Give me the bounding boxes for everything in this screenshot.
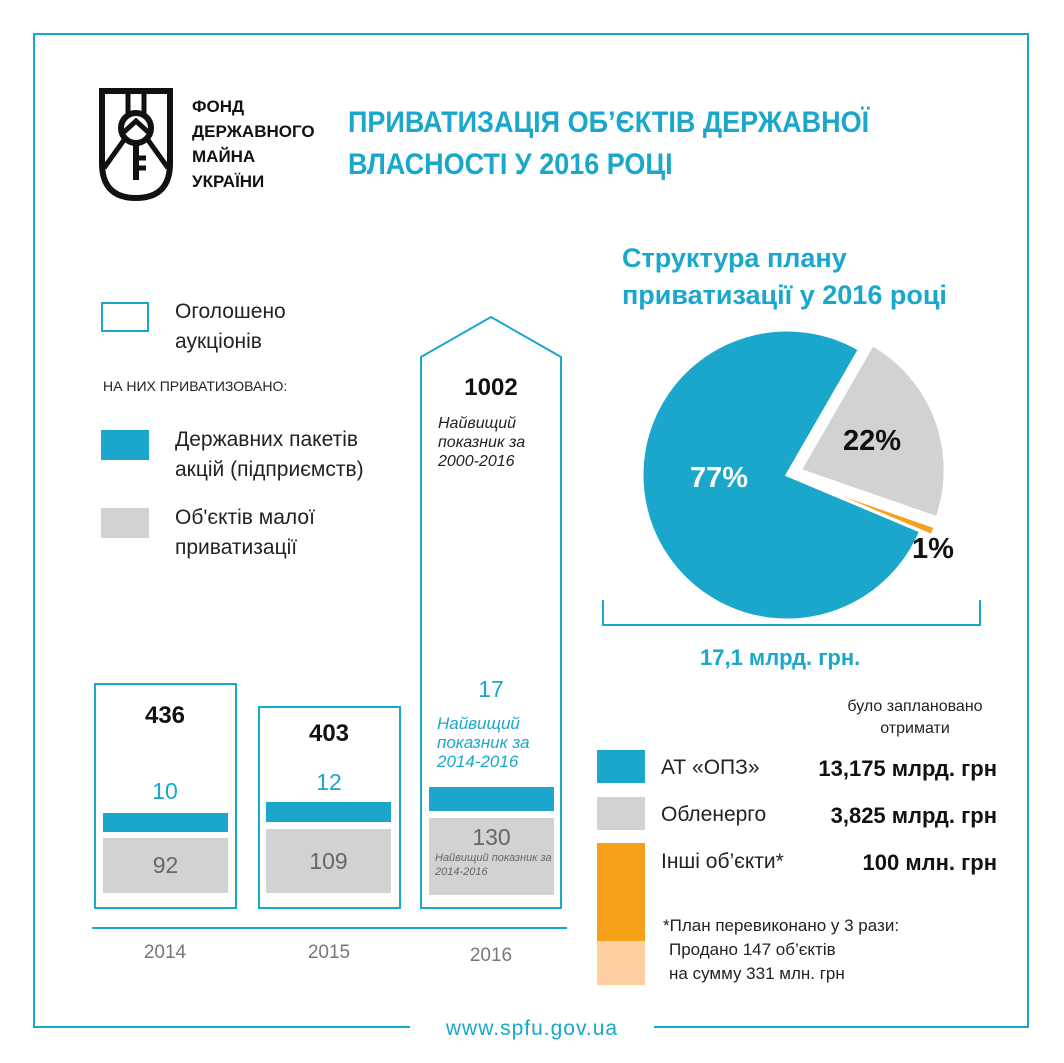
value-2015-announced: 403 xyxy=(308,720,350,747)
bar-2016-announced xyxy=(420,315,562,909)
pie-total: 17,1 млрд. грн. xyxy=(700,645,861,670)
footnote-line: *План перевиконано у 3 рази: xyxy=(663,916,900,935)
plan-value: 13,175 млрд. грн xyxy=(818,756,997,781)
logo-line: МАЙНА xyxy=(192,147,256,166)
note-2016-announced: Найвищий показник за 2000-2016 xyxy=(438,415,526,470)
baseline xyxy=(92,927,567,929)
logo-line: ФОНД xyxy=(192,97,245,116)
legend-subheading: НА НИХ ПРИВАТИЗОВАНО: xyxy=(103,378,288,394)
value-2014-shares: 10 xyxy=(152,778,178,804)
pie-label-77: 77% xyxy=(690,462,749,494)
pie-label-22: 22% xyxy=(843,425,902,457)
logo-line: УКРАЇНИ xyxy=(192,172,265,191)
value-2014-announced: 436 xyxy=(144,702,186,729)
plan-footnote: *План перевиконано у 3 рази: Продано 147… xyxy=(663,914,899,986)
year-label: 2015 xyxy=(307,942,351,963)
plan-swatch-other-excess xyxy=(597,941,645,985)
value-2016-shares: 17 xyxy=(478,676,504,702)
pie-chart xyxy=(640,328,947,620)
plan-label: АТ «ОПЗ» xyxy=(661,756,760,779)
plan-heading: було заплановано отримати xyxy=(847,698,983,737)
plan-swatch-oblenergo xyxy=(597,797,645,830)
plan-value: 3,825 млрд. грн xyxy=(830,803,997,828)
total-bracket xyxy=(602,600,981,626)
bar-2015-announced xyxy=(258,706,401,909)
note-2016-small: Найвищий показник за 2014-2016 xyxy=(435,852,552,878)
value-2015-shares: 12 xyxy=(316,769,342,795)
year-label: 2016 xyxy=(469,945,513,966)
year-label: 2014 xyxy=(143,942,187,963)
plan-label: Обленерго xyxy=(661,803,767,826)
legend-announced: Оголошено аукціонів xyxy=(175,300,286,353)
plan-swatch-other xyxy=(597,843,645,941)
footnote-line: на сумму 331 млн. грн xyxy=(669,964,845,983)
plan-value: 100 млн. грн xyxy=(862,850,997,875)
bar-2016-small: 130 Найвищий показник за 2014-2016 xyxy=(429,818,554,895)
bar-2014-shares xyxy=(103,813,228,832)
website-link[interactable]: www.spfu.gov.ua xyxy=(410,1014,654,1044)
bar-2015-shares xyxy=(266,802,391,822)
bar-2016-shares xyxy=(429,787,554,811)
legend-swatch-small xyxy=(101,508,149,538)
legend-swatch-announced xyxy=(101,302,149,332)
pie-title: Структура плану приватизації у 2016 році xyxy=(622,243,947,310)
plan-label: Інші об’єкти* xyxy=(661,850,784,873)
pie-slice-22 xyxy=(797,342,947,520)
value-2016-announced: 1002 xyxy=(464,374,518,401)
footnote-line: Продано 147 об’єктів xyxy=(669,940,836,959)
legend-shares: Державних пакетів акцій (підприємств) xyxy=(175,428,364,481)
plan-swatch-opz xyxy=(597,750,645,783)
page-title: ПРИВАТИЗАЦІЯ ОБ’ЄКТІВ ДЕРЖАВНОЇ ВЛАСНОСТ… xyxy=(348,106,870,181)
legend-swatch-shares xyxy=(101,430,149,460)
bar-2014-small: 92 xyxy=(103,838,228,893)
bar-2014-announced xyxy=(94,683,237,909)
note-2016-shares: Найвищий показник за 2014-2016 xyxy=(437,714,530,771)
value-2016-small: 130 xyxy=(472,824,511,850)
bar-2015-small: 109 xyxy=(266,829,391,893)
key-shield-logo xyxy=(99,88,173,202)
pie-slice-77 xyxy=(640,328,923,620)
logo-line: ДЕРЖАВНОГО xyxy=(192,122,315,141)
legend-small: Об'єктів малої приватизації xyxy=(175,506,315,559)
pie-label-1: 1% xyxy=(912,533,954,565)
logo-text: ФОНД ДЕРЖАВНОГО МАЙНА УКРАЇНИ xyxy=(192,94,315,194)
